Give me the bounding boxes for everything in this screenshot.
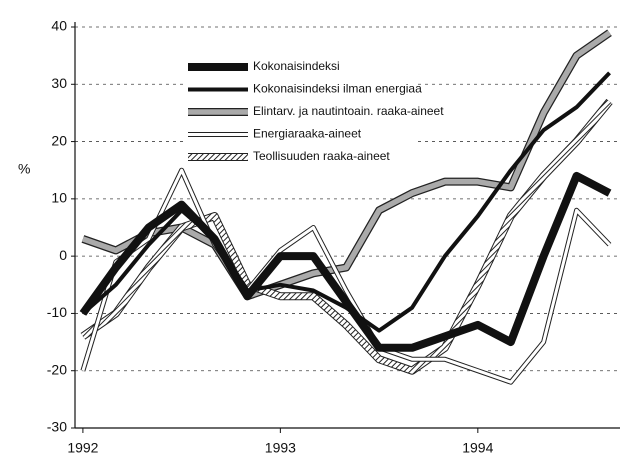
series-line: [79, 171, 612, 352]
x-tick-label: 1992: [67, 440, 98, 456]
legend-label: Teollisuuden raaka-aineet: [253, 149, 390, 163]
x-tick-label: 1993: [265, 440, 296, 456]
y-axis-label: %: [18, 161, 30, 177]
y-tick-label: -20: [47, 361, 67, 377]
legend-label: Energiaraaka-aineet: [253, 127, 362, 141]
y-tick-label: 10: [51, 190, 67, 206]
legend-label: Kokonaisindeksi: [253, 59, 340, 73]
series-outline: [80, 167, 612, 385]
x-tick-label: 1994: [462, 440, 493, 456]
y-tick-label: 20: [51, 132, 67, 148]
y-tick-label: 0: [59, 247, 67, 263]
legend-label: Elintarv. ja nautintoain. raaka-aineet: [253, 104, 444, 118]
series-line: [81, 99, 612, 374]
legend: Kokonaisindeksi Kokonaisindeksi ilman ene…: [185, 55, 444, 170]
series-line: [81, 168, 611, 384]
y-tick-label: -30: [47, 419, 67, 435]
y-tick-label: -10: [47, 304, 67, 320]
series-line: [81, 30, 612, 299]
y-tick-label: 30: [51, 75, 67, 91]
legend-label: Kokonaisindeksi ilman energiaa: [253, 82, 422, 96]
y-tick-label: 40: [51, 18, 67, 34]
